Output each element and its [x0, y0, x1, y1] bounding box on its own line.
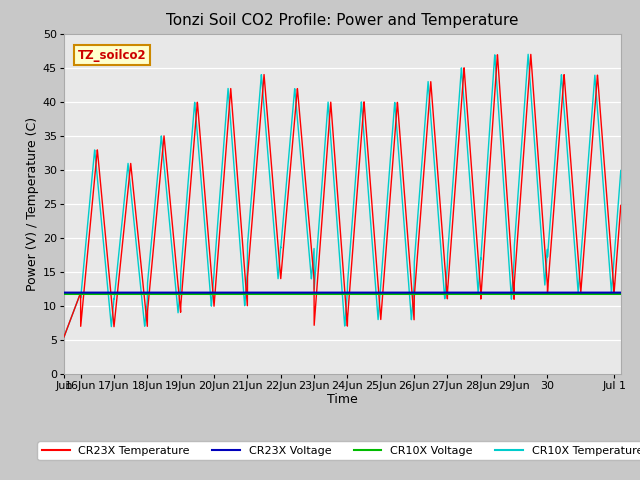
Text: TZ_soilco2: TZ_soilco2 [78, 49, 147, 62]
Y-axis label: Power (V) / Temperature (C): Power (V) / Temperature (C) [26, 117, 39, 291]
Title: Tonzi Soil CO2 Profile: Power and Temperature: Tonzi Soil CO2 Profile: Power and Temper… [166, 13, 518, 28]
Legend: CR23X Temperature, CR23X Voltage, CR10X Voltage, CR10X Temperature: CR23X Temperature, CR23X Voltage, CR10X … [37, 441, 640, 460]
X-axis label: Time: Time [327, 393, 358, 406]
